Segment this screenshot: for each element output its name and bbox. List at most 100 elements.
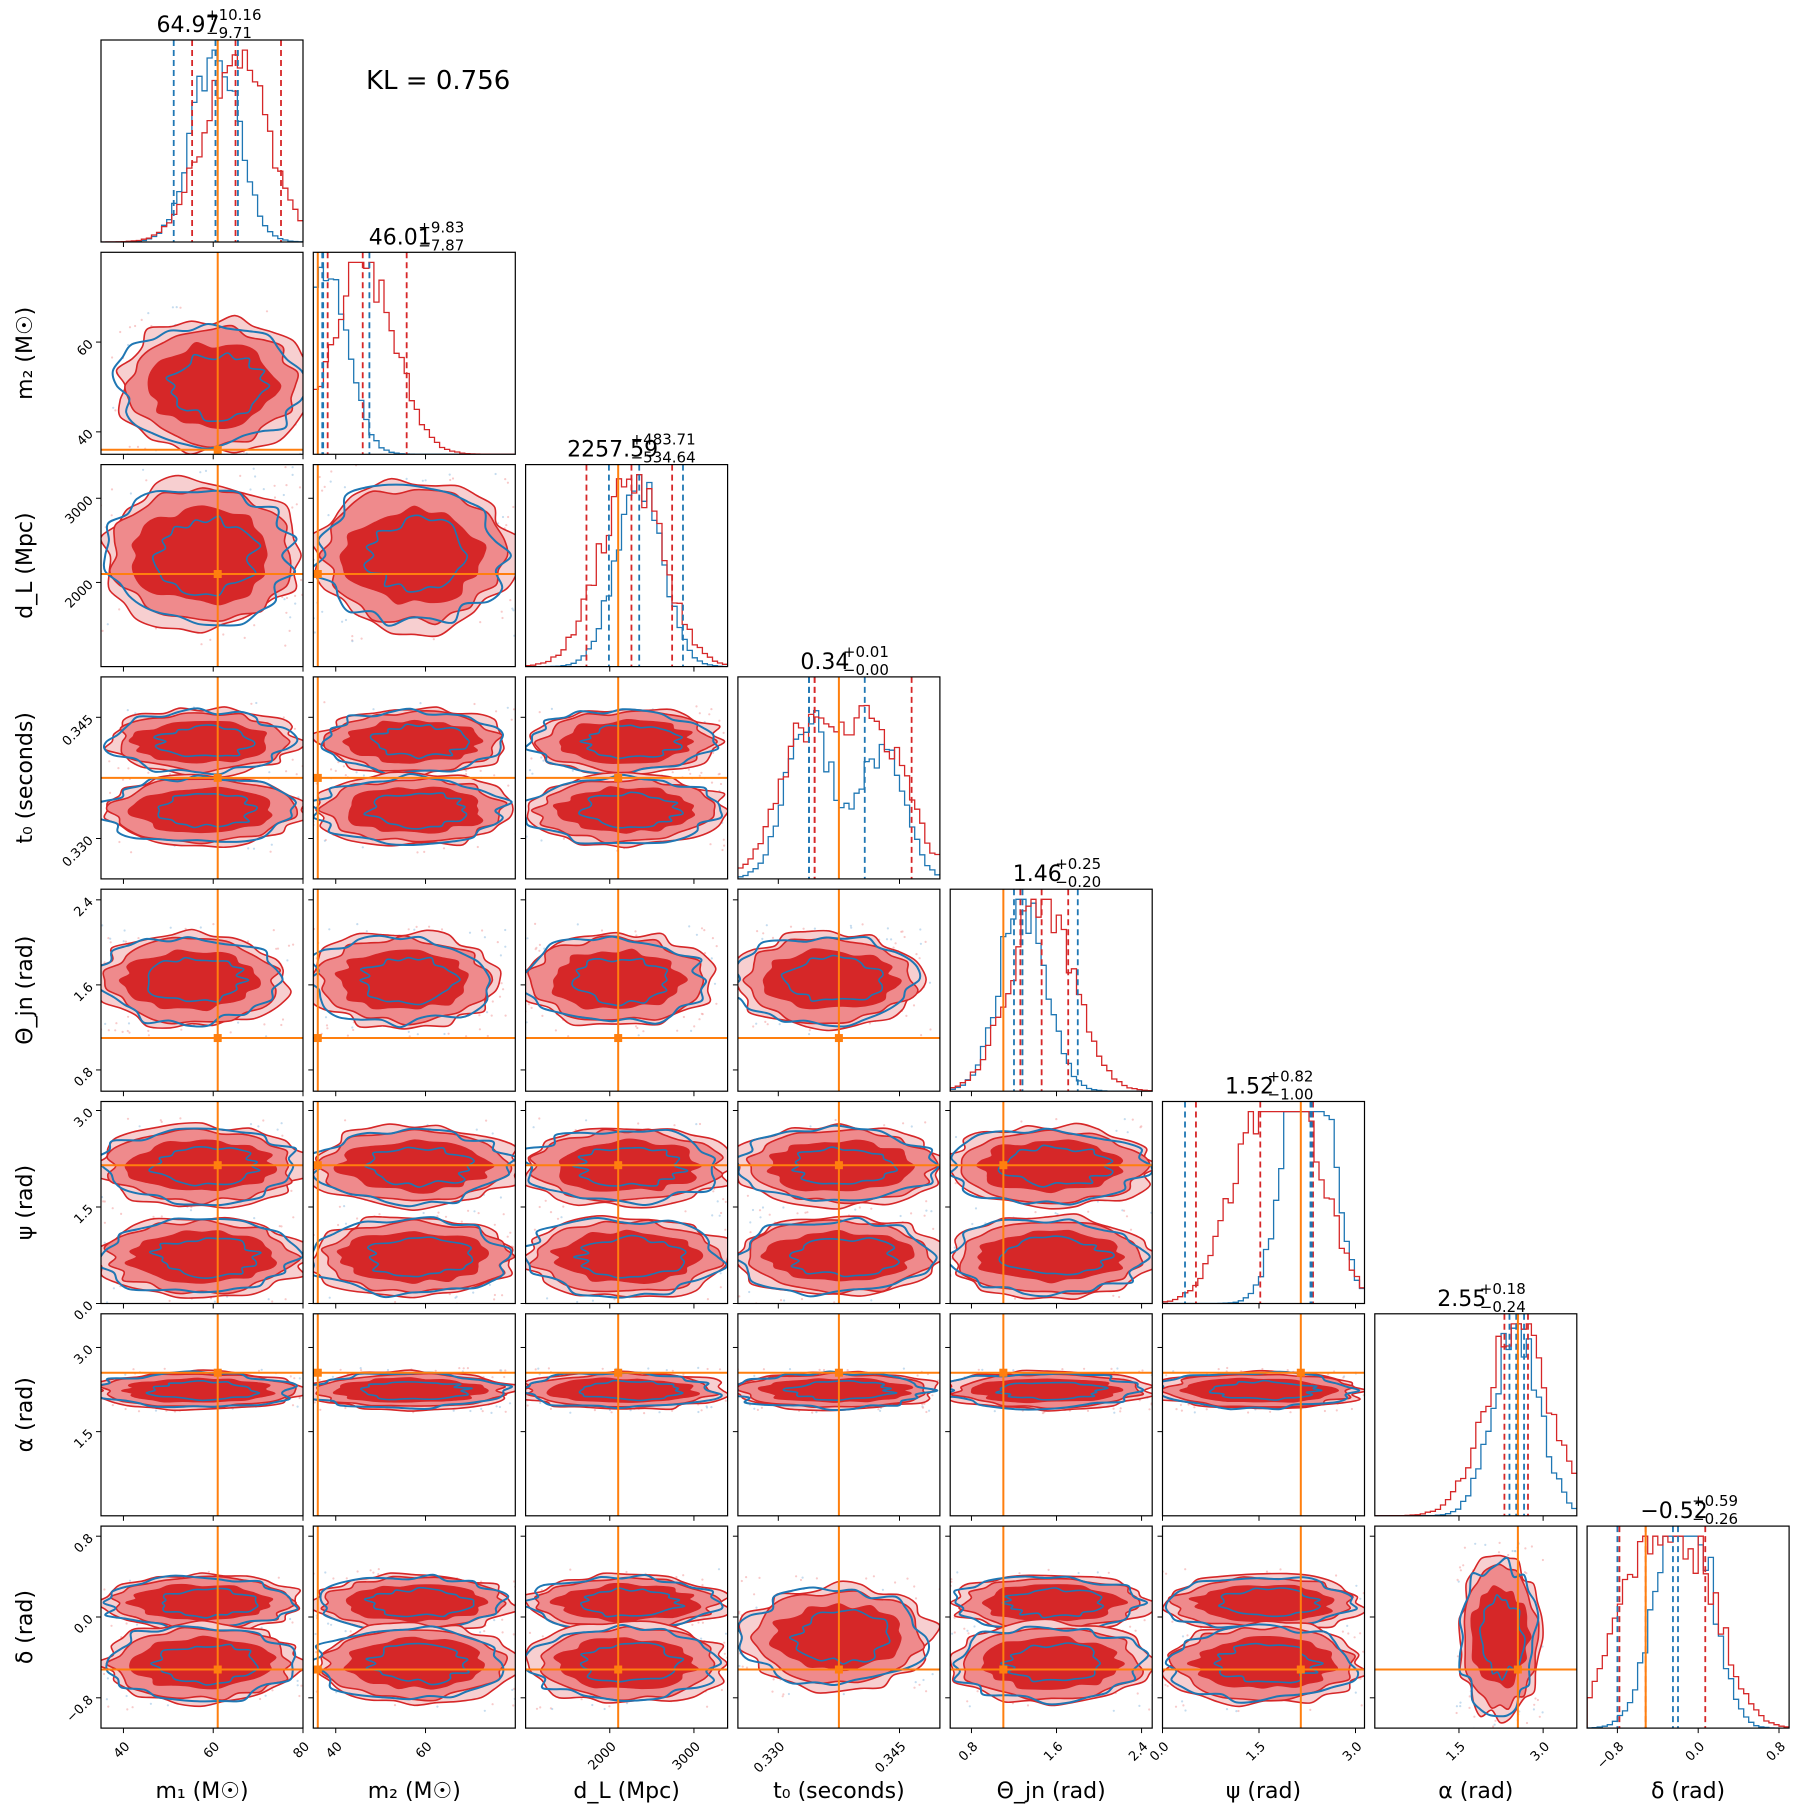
sample-point [307, 1649, 309, 1651]
sample-point [728, 792, 730, 794]
sample-point [109, 941, 112, 944]
sample-point [918, 957, 921, 960]
sample-point [700, 1012, 704, 1015]
sample-point [946, 1138, 948, 1140]
sample-point [713, 982, 717, 985]
sample-point [733, 1401, 735, 1403]
sample-point [1367, 1604, 1369, 1606]
sample-point [846, 1369, 849, 1372]
sample-point [480, 1407, 483, 1410]
sample-point [944, 1400, 946, 1402]
panel-content [101, 1526, 309, 1729]
sample-point [1459, 1705, 1462, 1708]
contour-blue-outer [1162, 1370, 1361, 1411]
sample-point [330, 1623, 333, 1626]
panel-content [101, 40, 303, 242]
sample-point [149, 1702, 152, 1705]
contour-blue-outer [313, 1371, 513, 1411]
sample-point [517, 1402, 519, 1404]
sample-point [772, 1678, 775, 1681]
sample-point [175, 306, 178, 309]
contour-blue-inner [145, 1379, 261, 1402]
contour-inner [1470, 1585, 1532, 1689]
sample-point [449, 478, 452, 482]
sample-point [1498, 1541, 1501, 1544]
x-tick-label: 0.0 [1683, 1739, 1708, 1764]
sample-point [924, 1121, 927, 1124]
sample-point [512, 609, 515, 612]
sample-point [745, 1576, 748, 1579]
sample-point [517, 833, 519, 835]
sample-point [569, 1411, 572, 1414]
sample-point [110, 1624, 113, 1627]
sample-point [94, 1386, 96, 1388]
panel-frame [524, 1313, 729, 1517]
sample-point [249, 488, 252, 491]
sample-point [129, 492, 132, 495]
sample-point [945, 1246, 947, 1248]
panel-frame [949, 1313, 1153, 1517]
panel-content [1587, 1526, 1790, 1729]
panel-content [95, 464, 306, 667]
sample-point [122, 940, 125, 943]
panel-frame [1586, 1525, 1790, 1729]
sample-point [121, 778, 125, 781]
sample-point [539, 1401, 542, 1404]
sample-point [527, 1003, 530, 1006]
x-tick-label: 2000 [586, 1739, 620, 1773]
sample-point [481, 929, 484, 932]
contour-blue-inner [578, 1379, 684, 1402]
contour-blue-inner [165, 352, 271, 423]
sample-point [760, 1406, 764, 1409]
sample-point [222, 633, 225, 636]
sample-point [562, 837, 566, 840]
kl-annotation: KL = 0.756 [366, 66, 510, 96]
sample-point [304, 579, 306, 581]
sample-point [925, 1690, 928, 1693]
sample-point [809, 1125, 812, 1128]
sample-point [1269, 1410, 1272, 1413]
sample-point [128, 326, 132, 329]
sample-point [634, 1025, 638, 1028]
sample-point [369, 1569, 372, 1572]
sample-point [759, 1216, 762, 1219]
sample-point [928, 1409, 931, 1412]
sample-point [284, 644, 287, 647]
sample-point [448, 473, 451, 476]
sample-point [95, 768, 97, 770]
sample-point [321, 610, 324, 613]
sample-point [676, 1029, 679, 1032]
sample-point [207, 1570, 210, 1573]
sample-point [95, 550, 97, 552]
sample-point [107, 937, 110, 940]
sample-point [199, 471, 202, 474]
sample-point [159, 1119, 162, 1122]
sample-point [519, 1666, 521, 1668]
sample-point [732, 1398, 734, 1400]
contour-blue-outer [525, 935, 708, 1025]
panel-frame [737, 1100, 941, 1305]
sample-point [808, 1029, 811, 1032]
sample-point [500, 982, 503, 985]
sample-point [362, 774, 365, 777]
sample-point [273, 496, 277, 499]
sample-point [1153, 1397, 1155, 1399]
sample-point [724, 1399, 727, 1402]
sample-point [466, 1367, 469, 1370]
title-plus-theta_jn: +0.25 [1055, 855, 1101, 873]
sample-point [137, 1410, 141, 1413]
histogram-red-m2 [313, 261, 516, 455]
sample-point [147, 771, 150, 774]
contour-blue-outer [737, 1586, 931, 1687]
sample-point [189, 1209, 193, 1212]
sample-point [504, 1410, 507, 1413]
sample-point [265, 1035, 268, 1038]
sample-point [1484, 1543, 1487, 1546]
sample-point [496, 941, 499, 944]
title-minus-theta_jn: −0.20 [1055, 873, 1101, 891]
sample-point [1086, 1409, 1090, 1412]
sample-point [753, 1407, 756, 1410]
sample-point [147, 1029, 150, 1032]
sample-point [307, 1630, 309, 1632]
sample-point [724, 1200, 727, 1203]
